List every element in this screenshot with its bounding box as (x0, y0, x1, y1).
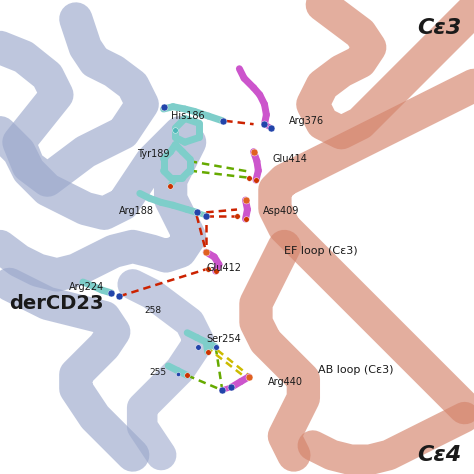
Text: AB loop (Cε3): AB loop (Cε3) (318, 365, 393, 375)
Text: Asp409: Asp409 (263, 206, 300, 216)
Text: Arg188: Arg188 (118, 206, 154, 216)
Text: 258: 258 (145, 306, 162, 315)
Text: Ser254: Ser254 (206, 334, 241, 344)
Text: Glu412: Glu412 (206, 263, 241, 273)
Text: EF loop (Cε3): EF loop (Cε3) (284, 246, 358, 256)
Text: Arg224: Arg224 (69, 282, 104, 292)
Text: Glu414: Glu414 (273, 154, 308, 164)
Text: Cε3: Cε3 (417, 18, 461, 38)
Text: Tyr189: Tyr189 (137, 149, 170, 159)
Text: His186: His186 (171, 111, 204, 121)
Text: 255: 255 (149, 368, 166, 376)
Text: Arg440: Arg440 (268, 376, 303, 387)
Text: derCD23: derCD23 (9, 294, 104, 313)
Text: Arg376: Arg376 (289, 116, 324, 126)
Text: Cε4: Cε4 (417, 445, 461, 465)
